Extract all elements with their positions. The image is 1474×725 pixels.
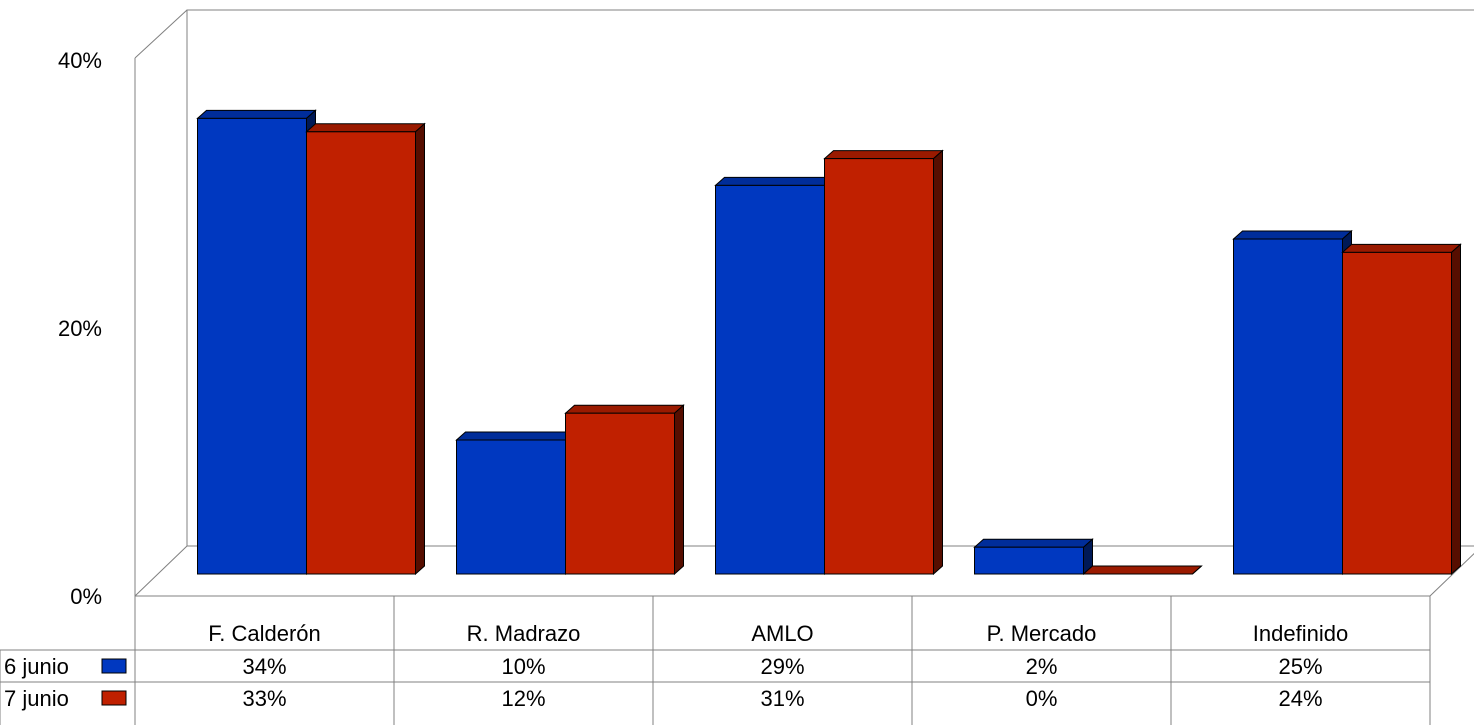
legend-swatch xyxy=(101,658,127,674)
bar-front xyxy=(1342,251,1452,575)
bar-side xyxy=(933,149,943,576)
legend-label: 7 junio xyxy=(4,686,69,711)
bar-top xyxy=(455,431,576,441)
data-label: 2% xyxy=(1026,654,1058,679)
data-label: 24% xyxy=(1278,686,1322,711)
data-label: 34% xyxy=(242,654,286,679)
bar-front xyxy=(456,439,566,575)
bar xyxy=(1082,565,1203,575)
y-tick-label: 0% xyxy=(70,584,102,609)
floor-right-edge xyxy=(1429,552,1474,597)
x-tick-label: P. Mercado xyxy=(987,621,1097,646)
bar xyxy=(1341,243,1462,576)
bars xyxy=(196,109,1462,576)
bar xyxy=(823,149,944,576)
bar-front xyxy=(197,117,307,575)
bar-side xyxy=(1192,565,1202,575)
legend-swatch xyxy=(101,690,127,706)
bar-top xyxy=(1082,565,1203,575)
y-axis-ticks: 0% 20% 40% xyxy=(58,48,102,609)
side-wall-top-edge xyxy=(134,9,188,59)
bar-front xyxy=(565,412,675,575)
legend-label: 6 junio xyxy=(4,654,69,679)
bar xyxy=(564,404,685,576)
data-label: 10% xyxy=(501,654,545,679)
bar-side xyxy=(674,404,684,576)
bar xyxy=(973,538,1094,576)
data-label: 25% xyxy=(1278,654,1322,679)
bar xyxy=(196,109,317,576)
bar xyxy=(714,176,835,576)
data-label: 29% xyxy=(760,654,804,679)
x-tick-label: Indefinido xyxy=(1253,621,1348,646)
bar xyxy=(305,122,426,576)
bar-front xyxy=(715,184,825,575)
bar-top xyxy=(1232,230,1353,240)
bar-top xyxy=(973,538,1094,548)
bar xyxy=(455,430,576,576)
data-table: F. Calderón R. Madrazo AMLO P. Mercado Indef… xyxy=(0,596,1431,725)
bar-front xyxy=(1233,238,1343,575)
floor-left-edge xyxy=(134,545,188,597)
x-tick-label: R. Madrazo xyxy=(467,621,581,646)
x-tick-label: AMLO xyxy=(751,621,813,646)
x-tick-label: F. Calderón xyxy=(208,621,321,646)
y-tick-label: 20% xyxy=(58,316,102,341)
bar-top xyxy=(564,404,685,414)
bar-side xyxy=(415,122,425,576)
bar-top xyxy=(305,123,426,133)
data-label: 31% xyxy=(760,686,804,711)
bar-front xyxy=(974,546,1084,575)
y-tick-label: 40% xyxy=(58,48,102,73)
data-label: 0% xyxy=(1026,686,1058,711)
bar-side xyxy=(1451,243,1461,576)
bar xyxy=(1232,229,1353,576)
data-label: 33% xyxy=(242,686,286,711)
bar-top xyxy=(714,176,835,186)
bar-front xyxy=(824,158,934,575)
bar-top xyxy=(1341,243,1462,253)
bar-top xyxy=(823,150,944,160)
data-label: 12% xyxy=(501,686,545,711)
bar-top xyxy=(196,109,317,119)
bar-front xyxy=(306,131,416,575)
